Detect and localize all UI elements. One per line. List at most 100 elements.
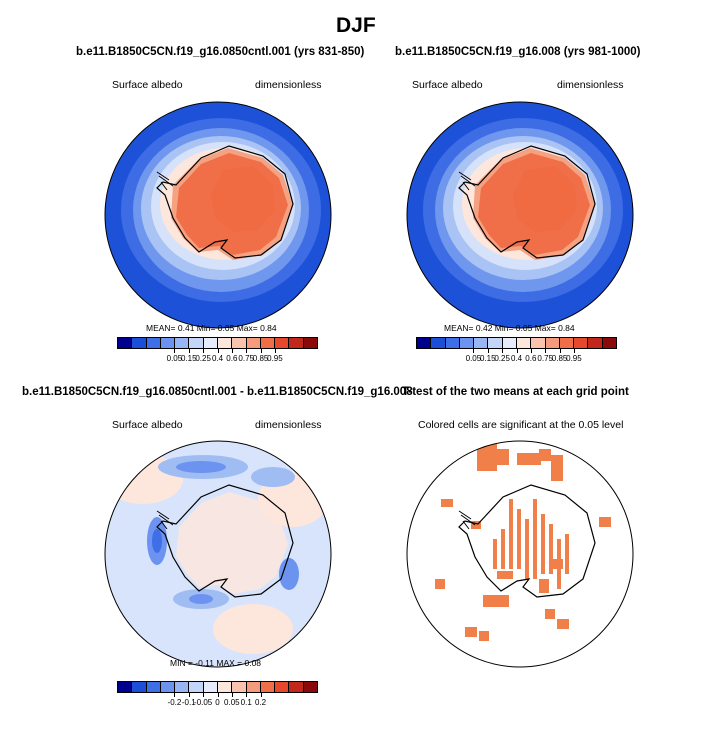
colorbar-tick (260, 349, 262, 353)
colorbar-swatch (246, 338, 261, 348)
panel1-units-label: dimensionless (255, 79, 322, 91)
colorbar-tick-label: 0.75 (238, 354, 254, 363)
colorbar-tick-label: 0.4 (510, 354, 523, 363)
colorbar-swatch (417, 338, 432, 348)
colorbar-swatch (260, 682, 276, 692)
colorbar-swatch (531, 338, 546, 348)
colorbar-swatch (275, 682, 290, 692)
colorbar-tick-label: 0.6 (226, 354, 238, 363)
colorbar-tick-label: -0.2 (167, 698, 182, 707)
colorbar-tick-label: 0.95 (267, 354, 283, 363)
panel2-stats: MEAN= 0.42 Min= 0.05 Max= 0.84 (444, 323, 575, 333)
colorbar-tick-label: 0.6 (525, 354, 537, 363)
colorbar-swatch (232, 338, 247, 348)
panel3-variable-label: Surface albedo (112, 419, 183, 431)
panel3-title: b.e11.B1850C5CN.f19_g16.0850cntl.001 - b… (22, 386, 413, 398)
colorbar-tick (231, 693, 233, 697)
colorbar-swatch (303, 338, 317, 348)
colorbar-swatch (303, 682, 317, 692)
panel2-variable-label: Surface albedo (412, 79, 483, 91)
colorbar-swatch (574, 338, 589, 348)
colorbar-tick (559, 349, 561, 353)
colorbar-tick (203, 693, 205, 697)
panel1-stats: MEAN= 0.41 Min= 0.05 Max= 0.84 (146, 323, 277, 333)
colorbar-tick-label: 0.25 (195, 354, 211, 363)
colorbar-swatch (275, 338, 290, 348)
colorbar-swatch (260, 338, 276, 348)
colorbar-tick (473, 349, 475, 353)
colorbar-tick (530, 349, 532, 353)
colorbar-swatch (602, 338, 616, 348)
colorbar-swatch (146, 682, 161, 692)
main-title: DJF (336, 14, 376, 37)
colorbar-swatch (445, 338, 460, 348)
colorbar-tick-label: 0.05 (224, 698, 240, 707)
panel1-colorbar (117, 337, 318, 349)
colorbar-swatch (203, 682, 218, 692)
colorbar-tick-label: 0.85 (551, 354, 568, 363)
colorbar-swatch (246, 682, 261, 692)
colorbar-tick (203, 349, 205, 353)
colorbar-tick-label: -0.1 (181, 698, 196, 707)
colorbar-swatch (232, 682, 247, 692)
panel2-title: b.e11.B1850C5CN.f19_g16.008 (yrs 981-100… (395, 46, 641, 58)
colorbar-tick (502, 349, 504, 353)
colorbar-tick (260, 693, 262, 697)
colorbar-tick-label: 0.15 (479, 354, 496, 363)
colorbar-swatch (203, 338, 218, 348)
colorbar-swatch (588, 338, 603, 348)
panel4-title: T-test of the two means at each grid poi… (402, 386, 629, 398)
panel1-map (104, 101, 332, 329)
colorbar-swatch (431, 338, 446, 348)
panel2-map (406, 101, 634, 329)
colorbar-tick-label: 0.1 (240, 698, 252, 707)
colorbar-tick (188, 349, 190, 353)
panel4-subtitle: Colored cells are significant at the 0.0… (418, 419, 624, 431)
colorbar-swatch (545, 338, 560, 348)
colorbar-swatch (175, 338, 190, 348)
panel1-variable-label: Surface albedo (112, 79, 183, 91)
colorbar-tick-label: -0.05 (194, 698, 213, 707)
colorbar-tick-label: 0.05 (166, 354, 183, 363)
colorbar-tick-label: 0.15 (180, 354, 197, 363)
colorbar-swatch (289, 682, 304, 692)
colorbar-swatch (146, 338, 161, 348)
colorbar-tick-label: 0.95 (566, 354, 582, 363)
colorbar-tick (231, 349, 233, 353)
colorbar-tick (487, 349, 489, 353)
colorbar-tick-label: 0.4 (211, 354, 224, 363)
colorbar-swatch (118, 682, 133, 692)
colorbar-swatch (516, 338, 532, 348)
colorbar-swatch (502, 338, 517, 348)
colorbar-swatch (118, 338, 133, 348)
colorbar-swatch (132, 682, 147, 692)
panel1-title: b.e11.B1850C5CN.f19_g16.0850cntl.001 (yr… (76, 46, 365, 58)
colorbar-swatch (160, 338, 176, 348)
panel3-map (104, 440, 332, 668)
colorbar-tick (217, 349, 219, 353)
colorbar-tick (573, 349, 575, 353)
colorbar-tick-label: 0.25 (494, 354, 510, 363)
colorbar-swatch (189, 338, 204, 348)
colorbar-swatch (160, 682, 176, 692)
colorbar-tick (246, 349, 248, 353)
colorbar-swatch (459, 338, 475, 348)
panel3-stats: MIN = -0.11 MAX = 0.08 (170, 658, 262, 668)
colorbar-swatch (289, 338, 304, 348)
colorbar-swatch (559, 338, 575, 348)
colorbar-swatch (474, 338, 489, 348)
colorbar-tick (174, 693, 176, 697)
panel2-colorbar (416, 337, 617, 349)
panel4-map (406, 440, 634, 668)
colorbar-tick (545, 349, 547, 353)
colorbar-swatch (132, 338, 147, 348)
colorbar-swatch (217, 682, 233, 692)
colorbar-tick (217, 693, 219, 697)
colorbar-tick-label: 0.75 (537, 354, 553, 363)
colorbar-tick-label: 0 (215, 698, 220, 707)
colorbar-tick (274, 349, 276, 353)
colorbar-tick (188, 693, 190, 697)
panel2-units-label: dimensionless (557, 79, 624, 91)
colorbar-tick-label: 0.85 (252, 354, 269, 363)
panel3-colorbar (117, 681, 318, 693)
